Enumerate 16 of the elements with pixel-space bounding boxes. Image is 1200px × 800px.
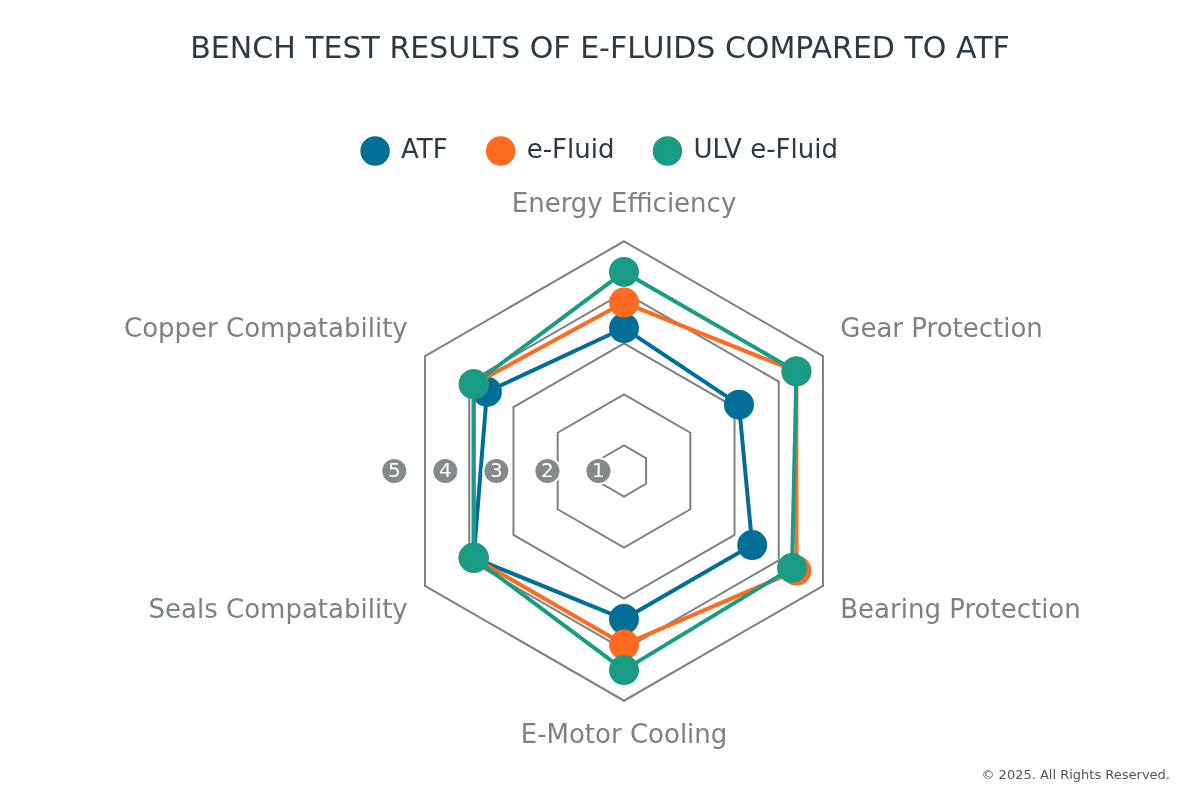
y-tick-label: 3 xyxy=(490,458,503,483)
legend-label: ATF xyxy=(401,133,448,164)
y-tick-label: 2 xyxy=(541,458,554,483)
y-tick-label: 4 xyxy=(438,458,452,483)
legend-label: ULV e-Fluid xyxy=(693,133,838,164)
spoke-label: Bearing Protection xyxy=(840,594,1081,625)
legend-label: e-Fluid xyxy=(526,133,615,164)
spoke-label: Gear Protection xyxy=(840,313,1043,344)
chart-title: BENCH TEST RESULTS OF E-FLUIDS COMPARED TO ATF xyxy=(190,29,1010,65)
spoke-label: E-Motor Cooling xyxy=(520,719,728,750)
spoke-label: Copper Compatability xyxy=(123,313,408,344)
spoke-label: Energy Efficiency xyxy=(511,188,737,219)
y-tick-label: 1 xyxy=(592,458,605,483)
y-tick-label: 5 xyxy=(387,458,401,483)
text: © 2025. All Rights Reserved. xyxy=(981,767,1170,782)
spoke-label: Seals Compatability xyxy=(148,594,408,625)
